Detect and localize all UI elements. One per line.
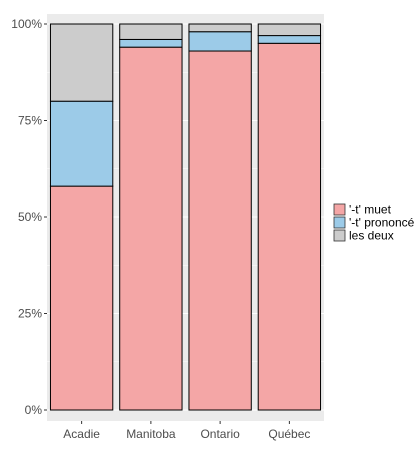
- x-tick-label: Ontario: [200, 427, 240, 441]
- bar-stack-acadie: [49, 23, 114, 411]
- bar-segment: [257, 23, 322, 37]
- y-tick-label: 100%: [11, 17, 42, 31]
- bar-segment: [188, 23, 252, 33]
- bar-stack-québec: [257, 23, 322, 411]
- y-tick-label: 50%: [18, 210, 42, 224]
- x-tick-label: Manitoba: [126, 427, 176, 441]
- bar-segment: [119, 23, 183, 40]
- legend-label: '-t' muet: [349, 203, 392, 217]
- bar-segment: [119, 38, 183, 48]
- legend-label: les deux: [349, 229, 394, 243]
- bar-stack-manitoba: [119, 23, 183, 411]
- y-tick-label: 25%: [18, 307, 42, 321]
- y-tick-label: 0%: [25, 403, 43, 417]
- legend-key: [333, 229, 346, 242]
- bar-segment: [49, 100, 114, 187]
- bar-segment: [49, 185, 114, 411]
- y-tick-label: 75%: [18, 114, 42, 128]
- legend-key: [333, 216, 346, 229]
- bar-segment: [188, 50, 252, 411]
- bar-stack-ontario: [188, 23, 252, 411]
- bar-segment: [119, 46, 183, 411]
- legend-label: '-t' prononcé: [349, 216, 415, 230]
- bar-segment: [257, 35, 322, 44]
- bar-segment: [49, 23, 114, 102]
- y-axis: 0% 25% 50% 75% 100%: [11, 17, 47, 417]
- bar-segment: [188, 31, 252, 52]
- bars: [49, 23, 322, 411]
- x-tick-label: Québec: [268, 427, 310, 441]
- legend-key: [333, 203, 346, 216]
- x-axis: Acadie Manitoba Ontario Québec: [63, 421, 310, 441]
- x-tick-label: Acadie: [63, 427, 100, 441]
- bar-segment: [257, 42, 322, 411]
